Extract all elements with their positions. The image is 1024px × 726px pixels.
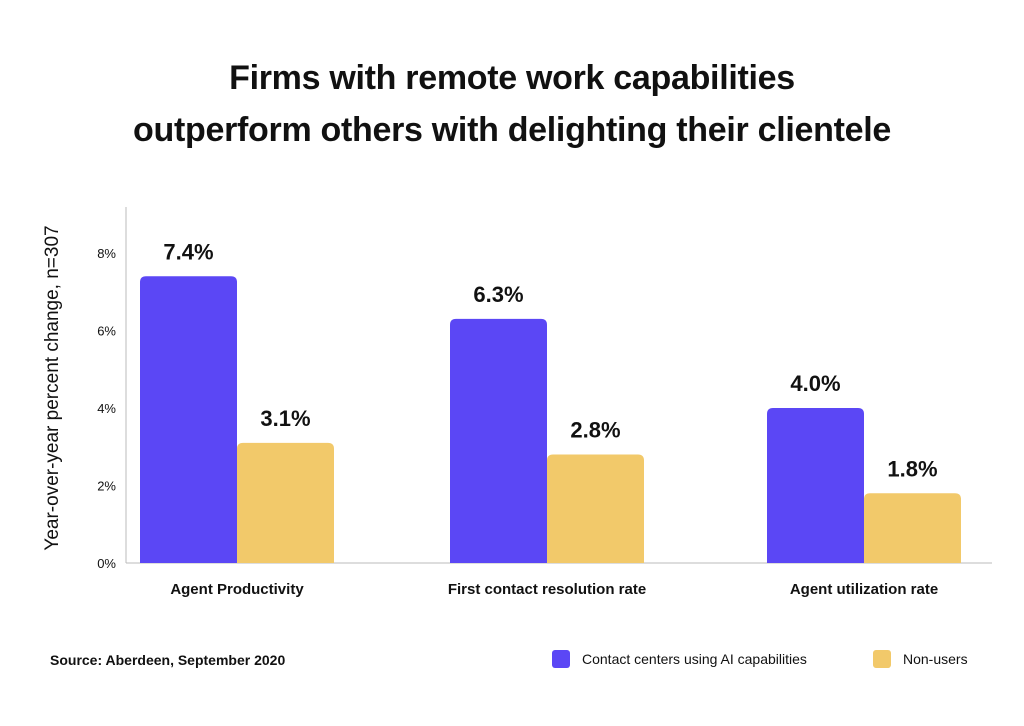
- bar-chart: 0% 2% 4% 6% 8% Year-over-year percent change,…: [42, 207, 992, 598]
- data-label: 3.1%: [260, 406, 310, 431]
- y-tick-label: 0%: [97, 556, 116, 571]
- category-label: Agent utilization rate: [790, 581, 938, 598]
- legend-item-non-users: Non-users: [873, 650, 968, 668]
- legend-label-ai-users: Contact centers using AI capabilities: [582, 651, 807, 667]
- data-label: 1.8%: [887, 456, 937, 481]
- data-label: 4.0%: [790, 371, 840, 396]
- legend-swatch-non-users: [873, 650, 891, 668]
- bar-non-users: [237, 442, 334, 563]
- category-label: Agent Productivity: [170, 581, 304, 598]
- y-tick-label: 2%: [97, 479, 116, 494]
- bar-ai-users: [140, 276, 237, 563]
- y-axis-label: Year-over-year percent change, n=307: [42, 225, 63, 550]
- title-line-1: Firms with remote work capabilities: [229, 59, 795, 97]
- y-tick-label: 8%: [97, 246, 116, 261]
- data-label: 7.4%: [163, 239, 213, 264]
- legend-swatch-ai-users: [552, 650, 570, 668]
- legend-label-non-users: Non-users: [903, 651, 968, 667]
- bar-non-users: [547, 454, 644, 563]
- y-tick-label: 4%: [97, 401, 116, 416]
- bar-ai-users: [450, 318, 547, 563]
- legend-item-ai-users: Contact centers using AI capabilities: [552, 650, 807, 668]
- title-line-2: outperform others with delighting their …: [133, 111, 891, 149]
- data-label: 6.3%: [473, 282, 523, 307]
- data-label: 2.8%: [570, 418, 620, 443]
- bar-ai-users: [767, 408, 864, 563]
- y-tick-label: 6%: [97, 324, 116, 339]
- chart-title: Firms with remote work capabilities outp…: [0, 52, 1024, 156]
- source-note: Source: Aberdeen, September 2020: [50, 652, 286, 668]
- bar-non-users: [864, 493, 961, 563]
- category-label: First contact resolution rate: [448, 581, 646, 598]
